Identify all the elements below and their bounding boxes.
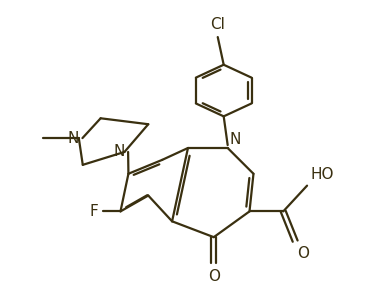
Text: HO: HO — [311, 167, 334, 182]
Text: O: O — [297, 246, 309, 261]
Text: F: F — [90, 204, 99, 219]
Text: O: O — [208, 269, 220, 284]
Text: Cl: Cl — [210, 17, 225, 32]
Text: N: N — [113, 144, 124, 160]
Text: N: N — [67, 131, 79, 146]
Text: N: N — [230, 131, 241, 147]
